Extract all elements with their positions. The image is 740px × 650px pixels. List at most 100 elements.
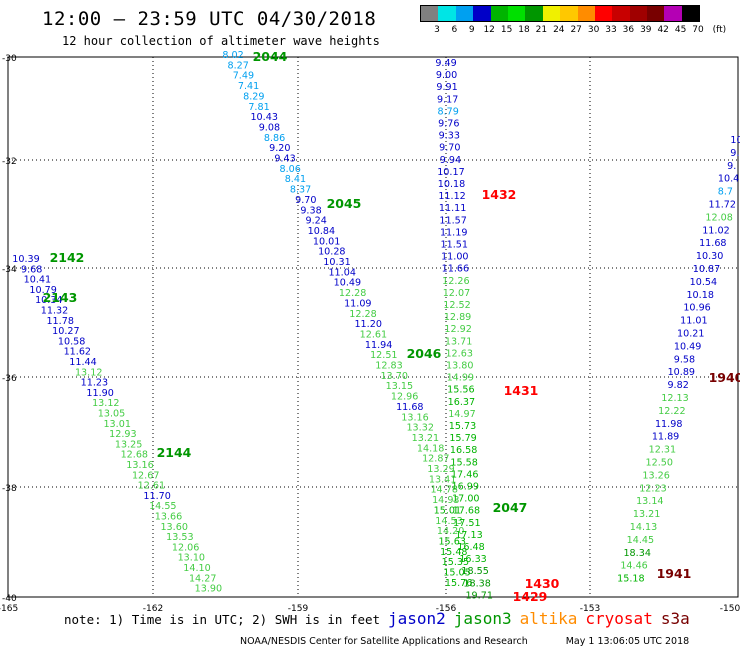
swh-observation: 15.01 xyxy=(434,505,461,516)
latitude-label: -32 xyxy=(2,157,17,167)
swh-observation: 17.00 xyxy=(452,494,479,505)
swh-observation: 15.05 xyxy=(443,568,470,579)
swh-observation: 14.53 xyxy=(435,516,462,527)
legend-label: 21 xyxy=(535,25,548,35)
swh-observation: 9.76 xyxy=(438,119,459,130)
swh-observation: 12.68 xyxy=(121,450,148,461)
swh-observation: 16.33 xyxy=(459,554,486,565)
legend-swatch xyxy=(577,6,595,21)
swh-observation: 12.06 xyxy=(172,542,199,553)
swh-observation: 10.4 xyxy=(718,174,739,185)
swh-observation: 12.92 xyxy=(444,324,471,335)
swh-observation: 12.26 xyxy=(442,276,469,287)
swh-observation: 9.58 xyxy=(674,354,695,365)
swh-observation: 13.14 xyxy=(636,496,663,507)
swh-observation: 9.08 xyxy=(259,122,280,133)
swh-observation: 10.58 xyxy=(58,336,85,347)
swh-observation: 13.16 xyxy=(126,460,153,471)
swh-observation: 13.21 xyxy=(633,509,660,520)
swh-observation: 8.41 xyxy=(285,174,306,185)
swh-observation: 11.23 xyxy=(81,378,108,389)
swh-observation: 15.79 xyxy=(449,433,476,444)
swh-observation: 12.61 xyxy=(360,329,387,340)
swh-observation: 13.10 xyxy=(178,553,205,564)
swh-observation: 13.12 xyxy=(75,367,102,378)
swh-observation: 8.02 xyxy=(222,50,243,61)
swh-observation: 10.18 xyxy=(686,290,713,301)
swh-observation: 9.68 xyxy=(21,264,42,275)
swh-observation: 13.15 xyxy=(386,381,413,392)
credit-line: NOAA/NESDIS Center for Satellite Applica… xyxy=(240,636,689,647)
swh-observation: 12.13 xyxy=(661,393,688,404)
swh-observation: 10.28 xyxy=(318,247,345,258)
pass-label: 2046 xyxy=(407,346,442,361)
swh-observation: 10.49 xyxy=(674,341,701,352)
swh-observation: 9.82 xyxy=(667,380,688,391)
swh-observation: 13.60 xyxy=(160,522,187,533)
swh-observation: 16.37 xyxy=(448,397,475,408)
swh-observation: 18.38 xyxy=(463,578,490,589)
swh-observation: 13.41 xyxy=(429,474,456,485)
swh-observation: 18.34 xyxy=(623,548,650,559)
swh-observation: 11.44 xyxy=(69,357,96,368)
swh-observation: 7.49 xyxy=(233,71,254,82)
swh-observation: 15.63 xyxy=(438,536,465,547)
generated-timestamp: May 1 13:06:05 UTC 2018 xyxy=(565,636,690,647)
swh-observation: 12.63 xyxy=(445,348,472,359)
swh-observation: 13.32 xyxy=(406,423,433,434)
swh-observation: 14.20 xyxy=(437,526,464,537)
swh-observation: 11.70 xyxy=(143,491,170,502)
swh-observation: 14.55 xyxy=(149,501,176,512)
swh-observation: 12.83 xyxy=(375,361,402,372)
swh-observation: 14.18 xyxy=(417,443,444,454)
swh-observation: 16.58 xyxy=(450,445,477,456)
pass-label: 1429 xyxy=(513,589,548,604)
swh-observation: 9.20 xyxy=(269,143,290,154)
satellite-legend: jason2 jason3 altika cryosat s3a xyxy=(388,609,698,628)
legend-swatch xyxy=(438,6,456,21)
swh-observation: 14.13 xyxy=(630,522,657,533)
swh-observation: 10.27 xyxy=(52,326,79,337)
swh-observation: 11.09 xyxy=(344,298,371,309)
swh-observation: 16.99 xyxy=(452,482,479,493)
swh-observation: 10.96 xyxy=(683,303,710,314)
swh-observation: 11.89 xyxy=(652,432,679,443)
swh-observation: 11.62 xyxy=(64,347,91,358)
swh-observation: 13.70 xyxy=(380,371,407,382)
latitude-label: -30 xyxy=(2,54,17,64)
swh-observation: 13.05 xyxy=(98,409,125,420)
swh-observation: 10.84 xyxy=(308,226,335,237)
swh-observation: 12.22 xyxy=(658,406,685,417)
legend-label: 30 xyxy=(587,25,600,35)
legend-label: 42 xyxy=(657,25,669,35)
swh-observation: 11.01 xyxy=(680,316,707,327)
latitude-label: -36 xyxy=(2,374,17,384)
legend-swatch xyxy=(594,6,613,21)
swh-observation: 8.29 xyxy=(243,91,264,102)
swh-observation: 13.21 xyxy=(412,433,439,444)
longitude-label: -162 xyxy=(143,604,163,614)
swh-observation: 11.68 xyxy=(396,402,423,413)
legend-swatch xyxy=(647,6,665,21)
swh-observation: 12.08 xyxy=(705,212,732,223)
swh-observation: 10.31 xyxy=(323,257,350,268)
swh-observation: 10. xyxy=(730,135,740,146)
swh-observation: 17.46 xyxy=(451,469,478,480)
swh-observation: 9.00 xyxy=(436,70,457,81)
swh-observation: 9. xyxy=(730,148,739,159)
latitude-label: -40 xyxy=(2,594,17,604)
pass-label: 2144 xyxy=(157,445,192,460)
swh-observation: 9.43 xyxy=(274,154,295,165)
swh-observation: 13.53 xyxy=(166,532,193,543)
swh-observation: 12.23 xyxy=(639,483,666,494)
swh-observation: 9. xyxy=(727,161,736,172)
legend-swatch xyxy=(681,6,700,21)
legend-swatch xyxy=(473,6,491,21)
pass-label: 1941 xyxy=(657,566,692,581)
swh-observation: 15.35 xyxy=(442,557,469,568)
swh-observation: 11.04 xyxy=(328,267,355,278)
swh-observation: 10.54 xyxy=(690,277,717,288)
swh-observation: 11.51 xyxy=(441,240,468,251)
swh-observation: 13.12 xyxy=(92,398,119,409)
swh-observation: 13.80 xyxy=(446,361,473,372)
